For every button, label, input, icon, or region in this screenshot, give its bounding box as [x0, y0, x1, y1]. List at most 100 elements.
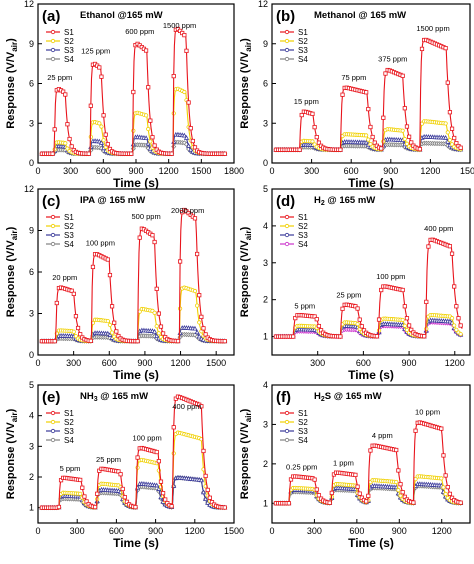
x-tick-label: 600: [109, 526, 124, 536]
concentration-label: 25 ppm: [336, 290, 361, 299]
data-point: [458, 145, 463, 150]
data-point: [458, 323, 463, 328]
data-point: [417, 147, 422, 152]
data-point: [181, 140, 187, 146]
data-point: [340, 92, 345, 97]
panel-label: (e): [42, 389, 60, 406]
x-tick-label: 900: [392, 526, 407, 536]
x-tick-label: 300: [304, 166, 319, 176]
data-point: [394, 447, 399, 453]
y-axis-label: Response (V/Vair): [5, 226, 19, 317]
panel-title-main: Ethanol @165 mW: [80, 10, 163, 21]
legend-marker: [284, 241, 290, 247]
data-point: [439, 426, 444, 431]
chart-panel-4: 300 600 900 1200 1 2 3 4 5 Time (s) Response (V/Va…: [239, 184, 471, 382]
x-tick-label: 300: [310, 358, 325, 368]
y-axis-label-main: Response (V/V: [5, 240, 17, 318]
data-point: [422, 334, 427, 339]
panel-title: Ethanol @165 mW: [80, 10, 163, 21]
panel-title-end: @ 165 mW: [325, 195, 375, 206]
x-tick-label: 1200: [185, 526, 205, 536]
data-point: [203, 332, 208, 337]
x-tick-label: 600: [349, 526, 364, 536]
data-point: [443, 121, 448, 126]
x-tick-label: 900: [402, 358, 417, 368]
data-point: [400, 287, 405, 293]
data-point: [443, 473, 448, 478]
data-point: [52, 339, 57, 344]
y-tick-label: 4: [263, 380, 268, 390]
data-point: [197, 293, 202, 298]
data-point: [107, 332, 113, 337]
data-point: [101, 113, 106, 118]
data-point: [327, 500, 332, 505]
y-tick-label: 0: [29, 158, 34, 168]
legend-marker: [50, 437, 56, 443]
data-point: [314, 487, 319, 492]
data-point: [105, 330, 111, 336]
data-point: [404, 327, 410, 333]
data-point: [97, 121, 102, 126]
concentration-label: 100 ppm: [376, 272, 405, 281]
legend-marker: [284, 410, 290, 416]
y-axis-label-main: Response (V/V: [239, 240, 251, 318]
y-tick-label: 3: [263, 258, 268, 268]
x-tick-label: 600: [96, 166, 111, 176]
data-point: [103, 132, 108, 137]
y-axis-label-end: ): [5, 408, 17, 412]
legend-marker: [50, 214, 56, 220]
data-point: [366, 137, 371, 142]
concentration-label: 100 ppm: [133, 433, 162, 442]
data-point: [400, 490, 405, 495]
panel-title-sub: 2: [321, 200, 325, 207]
concentration-label: 5 ppm: [60, 464, 81, 473]
data-point: [97, 65, 102, 70]
data-point: [316, 140, 322, 145]
data-point: [65, 146, 70, 151]
data-point: [112, 320, 117, 325]
data-point: [402, 304, 407, 309]
legend-marker: [284, 223, 290, 229]
legend-marker: [284, 47, 290, 53]
data-point: [359, 495, 364, 500]
data-point: [312, 314, 317, 319]
data-point: [78, 332, 83, 337]
data-point: [169, 504, 174, 509]
data-point: [340, 306, 345, 311]
data-point: [109, 304, 115, 309]
data-point: [222, 505, 227, 510]
data-point: [413, 428, 418, 433]
concentration-label: 15 ppm: [294, 97, 319, 106]
y-tick-label: 2: [29, 472, 34, 482]
y-axis-label-sub: air: [10, 42, 19, 52]
data-point: [402, 106, 407, 111]
data-point: [443, 46, 448, 51]
data-point: [192, 216, 198, 221]
data-point: [192, 145, 198, 150]
y-axis-label-sub: air: [244, 42, 253, 52]
concentration-label: 0.25 ppm: [286, 463, 317, 472]
legend-marker: [50, 38, 56, 44]
data-point: [452, 284, 457, 289]
y-tick-label: 2: [263, 459, 268, 469]
y-tick-label: 12: [24, 184, 34, 194]
data-point: [82, 494, 87, 499]
data-point: [398, 493, 403, 498]
data-point: [381, 115, 386, 120]
data-point: [143, 113, 149, 118]
concentration-label: 75 ppm: [341, 73, 366, 82]
plot-frame: [37, 384, 235, 524]
y-tick-label: 1: [29, 503, 34, 513]
data-point: [80, 485, 85, 490]
legend-marker: [284, 56, 290, 62]
data-point: [195, 303, 200, 308]
data-point: [116, 469, 121, 474]
y-tick-label: 5: [29, 380, 34, 390]
data-point: [398, 482, 403, 487]
data-point: [152, 310, 157, 315]
concentration-label: 20 ppm: [52, 273, 77, 282]
data-point: [131, 89, 136, 95]
x-tick-label: 600: [344, 166, 359, 176]
data-point: [152, 143, 157, 148]
data-point: [124, 499, 130, 504]
